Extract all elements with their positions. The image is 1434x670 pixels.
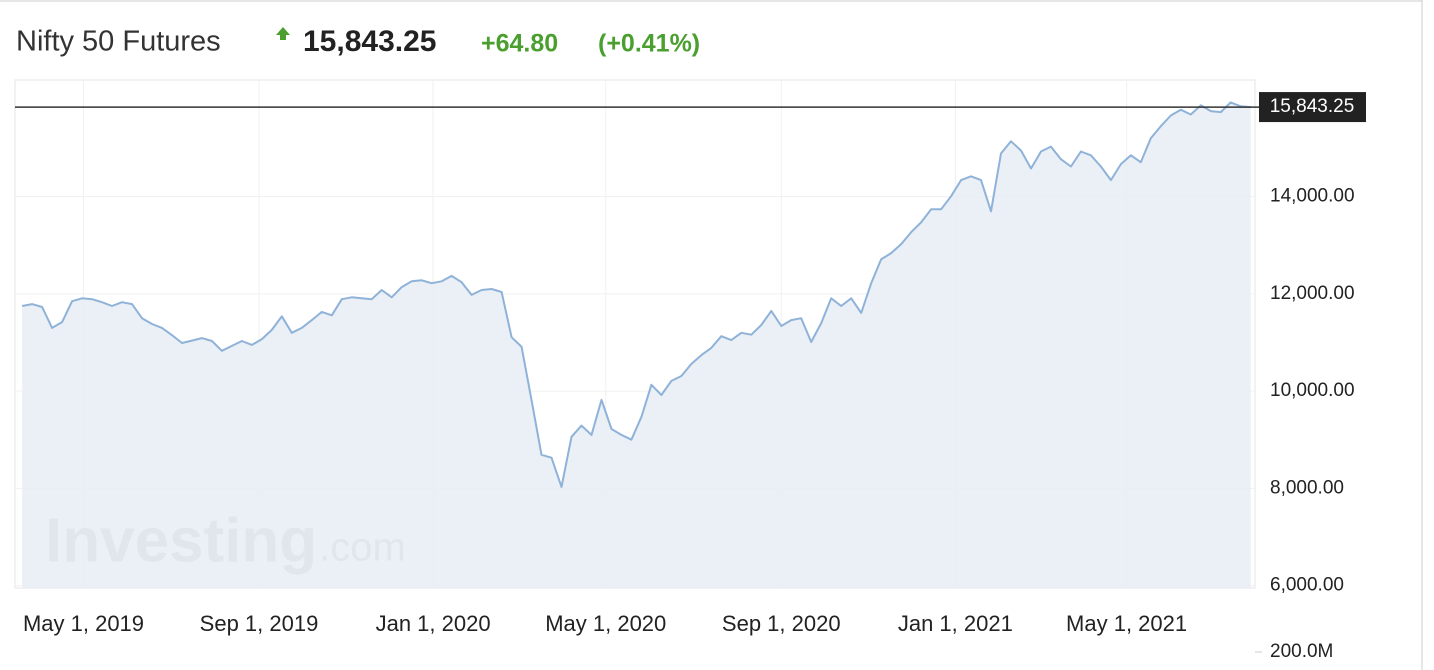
chart-title: Nifty 50 Futures [16,26,221,58]
header-change-percent: (+0.41%) [598,30,700,58]
y-tick-label: 10,000.00 [1270,380,1355,401]
header-price: 15,843.25 [303,25,436,58]
y-tick-label: 6,000.00 [1270,575,1344,596]
x-tick-label: Sep 1, 2019 [200,611,319,636]
x-tick-label: May 1, 2021 [1066,611,1187,636]
x-tick-label: Jan 1, 2020 [376,611,491,636]
line [21,101,1251,488]
up-arrow [276,27,290,40]
y-tick-label: 8,000.00 [1270,477,1344,498]
y-tick-label: 12,000.00 [1270,283,1355,304]
current-price-label: 15,843.25 [1270,96,1355,117]
area [22,102,1251,589]
y-tick-label: 14,000.00 [1270,186,1355,207]
current-price-box [1259,92,1366,123]
volume-tick-label: 200.0M [1270,641,1333,662]
x-tick-label: Sep 1, 2020 [722,611,841,636]
x-tick-label: May 1, 2020 [545,611,666,636]
x-tick-label: Jan 1, 2021 [898,611,1013,636]
x-tick-label: May 1, 2019 [23,611,144,636]
header-change: +64.80 [481,30,558,58]
